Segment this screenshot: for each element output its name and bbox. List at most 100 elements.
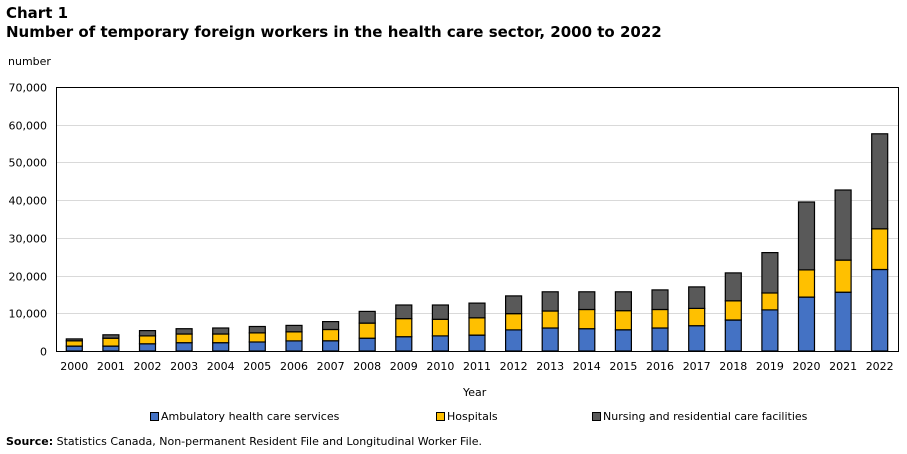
bar-ambulatory-2010: [431, 335, 449, 352]
bar-ambulatory-2000: [65, 345, 83, 352]
bar-nursing-2003: [175, 328, 193, 335]
bar-hospitals-2018: [724, 300, 742, 321]
bar-hospitals-2010: [431, 318, 449, 337]
bar-nursing-2002: [138, 330, 157, 337]
x-tick-label: 2021: [829, 360, 857, 373]
bar-nursing-2015: [614, 291, 633, 312]
x-tick-label: 2019: [756, 360, 784, 373]
bar-nursing-2019: [761, 252, 779, 294]
bar-ambulatory-2018: [724, 319, 742, 352]
x-tick-label: 2000: [60, 360, 88, 373]
legend-swatch-ambulatory: [150, 412, 159, 421]
y-axis-label: number: [8, 55, 51, 68]
x-tick-label: 2015: [609, 360, 637, 373]
x-tick-label: 2011: [463, 360, 491, 373]
bar-hospitals-2005: [248, 332, 266, 343]
plot-frame: [56, 87, 899, 352]
x-axis-ticks: 2000 2001 2002 2003 2004 2005 2006 2007 2008 2009…: [60, 360, 893, 373]
x-tick-label: 2014: [573, 360, 601, 373]
y-tick-label: 50,000: [9, 157, 48, 170]
y-tick-label: 40,000: [9, 195, 48, 208]
bar-ambulatory-2019: [761, 309, 779, 352]
x-axis-title: Year: [463, 386, 487, 399]
x-tick-label: 2020: [793, 360, 821, 373]
y-axis-ticks: 0 10,000 20,000 30,000 40,000 50,000 60,000 70,…: [9, 82, 48, 359]
bar-ambulatory-2002: [138, 343, 157, 352]
bar-ambulatory-2009: [395, 336, 413, 352]
bar-ambulatory-2007: [322, 340, 340, 352]
bar-hospitals-2008: [358, 322, 376, 339]
legend-swatch-nursing: [592, 412, 601, 421]
bar-nursing-2006: [285, 324, 303, 333]
bar-ambulatory-2006: [285, 340, 303, 352]
x-tick-label: 2012: [500, 360, 528, 373]
bar-hospitals-2002: [138, 335, 157, 345]
source-note: Source: Statistics Canada, Non-permanent…: [6, 435, 482, 448]
bar-hospitals-2019: [761, 292, 779, 311]
bar-hospitals-2012: [505, 313, 523, 331]
bar-nursing-2017: [688, 286, 706, 309]
bar-ambulatory-2004: [212, 342, 230, 352]
legend-label-nursing: Nursing and residential care facilities: [603, 410, 808, 423]
source-label: Source:: [6, 435, 54, 448]
bar-nursing-2008: [358, 310, 376, 324]
bar-ambulatory-2013: [541, 327, 559, 352]
legend-item-nursing: Nursing and residential care facilities: [592, 410, 807, 423]
bar-hospitals-2014: [578, 308, 596, 330]
bar-hospitals-2001: [102, 337, 120, 347]
x-tick-label: 2010: [426, 360, 454, 373]
chart-title: Number of temporary foreign workers in t…: [6, 23, 662, 41]
x-tick-label: 2004: [207, 360, 235, 373]
bar-ambulatory-2021: [834, 291, 852, 352]
x-tick-label: 2007: [317, 360, 345, 373]
legend-item-hospitals: Hospitals: [436, 410, 498, 423]
legend-label-ambulatory: Ambulatory health care services: [161, 410, 340, 423]
x-tick-label: 2005: [243, 360, 271, 373]
y-tick-label: 0: [40, 346, 47, 359]
bar-ambulatory-2020: [797, 296, 816, 352]
bar-nursing-2021: [834, 189, 852, 261]
bar-nursing-2010: [431, 304, 449, 320]
x-tick-label: 2008: [353, 360, 381, 373]
bar-ambulatory-2001: [102, 345, 120, 352]
bar-hospitals-2011: [468, 317, 486, 336]
x-tick-label: 2022: [866, 360, 894, 373]
bar-hospitals-2017: [688, 307, 706, 327]
y-tick-label: 70,000: [9, 82, 48, 95]
bar-nursing-2014: [578, 291, 596, 311]
bar-ambulatory-2017: [688, 325, 706, 352]
bar-ambulatory-2022: [871, 268, 889, 352]
legend-label-hospitals: Hospitals: [447, 410, 498, 423]
bar-nursing-2001: [102, 334, 120, 339]
x-tick-label: 2018: [719, 360, 747, 373]
y-tick-label: 20,000: [9, 271, 48, 284]
bar-nursing-2005: [248, 325, 266, 334]
bar-hospitals-2013: [541, 310, 559, 329]
bar-nursing-2013: [541, 291, 559, 312]
bar-ambulatory-2016: [651, 327, 669, 352]
x-tick-label: 2009: [390, 360, 418, 373]
bar-nursing-2007: [322, 321, 340, 331]
bar-hospitals-2000: [65, 340, 83, 347]
bar-nursing-2022: [871, 133, 889, 230]
bar-hospitals-2015: [614, 310, 633, 331]
bar-hospitals-2020: [797, 269, 816, 298]
bar-hospitals-2004: [212, 333, 230, 344]
bar-hospitals-2006: [285, 331, 303, 342]
x-tick-label: 2013: [536, 360, 564, 373]
bar-nursing-2009: [395, 304, 413, 320]
bar-hospitals-2007: [322, 328, 340, 342]
bar-nursing-2011: [468, 302, 486, 319]
bar-ambulatory-2015: [614, 329, 633, 352]
source-text: Statistics Canada, Non-permanent Residen…: [53, 435, 482, 448]
bar-hospitals-2009: [395, 318, 413, 338]
y-tick-label: 30,000: [9, 233, 48, 246]
legend-swatch-hospitals: [436, 412, 445, 421]
x-tick-label: 2006: [280, 360, 308, 373]
bar-hospitals-2022: [871, 228, 889, 271]
x-tick-label: 2017: [683, 360, 711, 373]
bar-nursing-2000: [65, 338, 83, 342]
bar-nursing-2018: [724, 272, 742, 302]
bar-nursing-2012: [505, 295, 523, 315]
